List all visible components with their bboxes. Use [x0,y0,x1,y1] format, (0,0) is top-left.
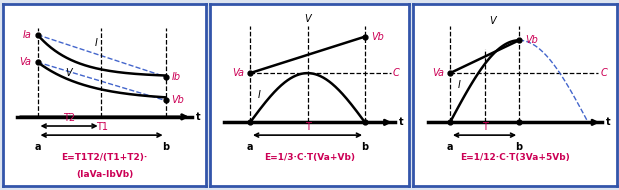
Text: T: T [482,122,488,132]
Text: Vb: Vb [371,32,384,42]
Text: I: I [258,90,261,100]
Text: Va: Va [20,57,32,67]
Text: t: t [196,112,201,122]
Text: a: a [35,142,41,152]
Text: V: V [65,68,71,78]
Text: C: C [600,68,607,78]
Text: t: t [607,117,611,127]
Text: (IaVa-IbVb): (IaVa-IbVb) [76,170,133,179]
Text: Ia: Ia [23,30,32,40]
Text: T2: T2 [63,113,75,123]
Text: Ib: Ib [171,72,181,82]
Text: a: a [247,142,253,152]
Text: I: I [95,39,98,48]
Text: V: V [304,14,311,24]
Text: Va: Va [232,68,244,78]
Text: b: b [361,142,368,152]
Text: E=T1T2/(T1+T2)·: E=T1T2/(T1+T2)· [61,153,148,162]
Text: a: a [447,142,453,152]
Text: Va: Va [432,68,444,78]
Text: E=1/12·C·T(3Va+5Vb): E=1/12·C·T(3Va+5Vb) [460,153,570,162]
Text: T1: T1 [95,122,108,132]
Text: t: t [399,117,403,127]
Text: b: b [516,142,522,152]
Text: V: V [490,16,496,26]
Text: b: b [162,142,169,152]
Text: T: T [305,122,311,132]
Text: C: C [392,68,399,78]
Text: E=1/3·C·T(Va+Vb): E=1/3·C·T(Va+Vb) [264,153,355,162]
Text: Vb: Vb [525,35,538,45]
Text: Vb: Vb [171,95,184,105]
Text: I: I [458,80,461,90]
